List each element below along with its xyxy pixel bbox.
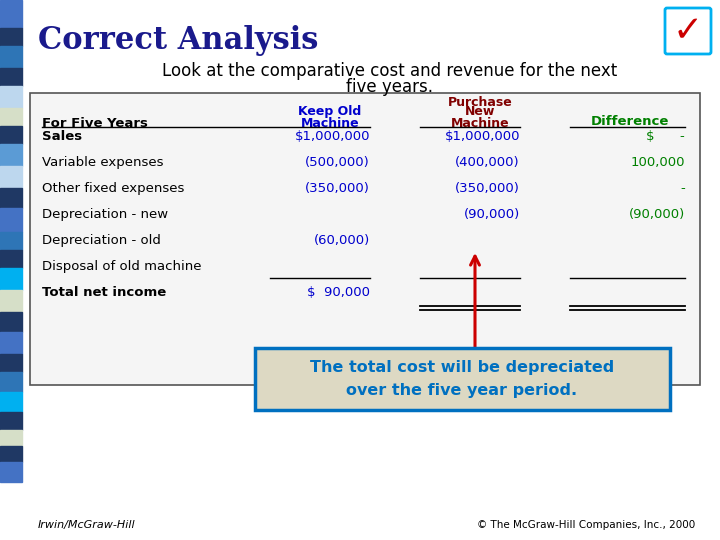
Bar xyxy=(0,250,22,268)
Text: five years.: five years. xyxy=(346,78,433,96)
Text: New: New xyxy=(465,105,495,118)
Bar xyxy=(0,412,22,430)
Bar xyxy=(0,268,22,290)
Text: Look at the comparative cost and revenue for the next: Look at the comparative cost and revenue… xyxy=(163,62,618,80)
Text: Machine: Machine xyxy=(301,117,359,130)
Text: Keep Old: Keep Old xyxy=(298,105,361,118)
Bar xyxy=(0,354,22,372)
Text: Variable expenses: Variable expenses xyxy=(42,156,163,169)
Bar xyxy=(30,93,700,385)
FancyBboxPatch shape xyxy=(255,348,670,410)
Bar xyxy=(0,126,22,144)
Text: $      -: $ - xyxy=(647,130,685,143)
Bar xyxy=(0,68,22,86)
Bar xyxy=(0,430,22,446)
Text: (350,000): (350,000) xyxy=(305,182,370,195)
Bar xyxy=(0,28,22,46)
Bar xyxy=(0,462,22,482)
Text: ✓: ✓ xyxy=(673,14,703,48)
Text: Total net income: Total net income xyxy=(42,286,166,299)
Text: Irwin/McGraw-Hill: Irwin/McGraw-Hill xyxy=(38,520,135,530)
Bar xyxy=(0,372,22,392)
Text: -: - xyxy=(680,182,685,195)
Bar xyxy=(0,312,22,332)
Bar xyxy=(0,332,22,354)
Bar xyxy=(0,86,22,108)
Bar xyxy=(0,446,22,462)
Text: (90,000): (90,000) xyxy=(464,208,520,221)
Bar xyxy=(0,0,22,28)
Text: Difference: Difference xyxy=(591,115,669,128)
Bar xyxy=(0,108,22,126)
Text: (500,000): (500,000) xyxy=(305,156,370,169)
Text: (400,000): (400,000) xyxy=(455,156,520,169)
Text: $1,000,000: $1,000,000 xyxy=(444,130,520,143)
Bar xyxy=(0,208,22,232)
Text: Disposal of old machine: Disposal of old machine xyxy=(42,260,202,273)
FancyBboxPatch shape xyxy=(665,8,711,54)
Text: For Five Years: For Five Years xyxy=(42,117,148,130)
Text: The total cost will be depreciated
over the five year period.: The total cost will be depreciated over … xyxy=(310,360,614,397)
Bar xyxy=(0,392,22,412)
Bar xyxy=(0,46,22,68)
Text: 100,000: 100,000 xyxy=(631,156,685,169)
Text: Machine: Machine xyxy=(451,117,509,130)
Bar xyxy=(0,166,22,188)
Bar xyxy=(0,188,22,208)
Text: (60,000): (60,000) xyxy=(314,234,370,247)
Text: Correct Analysis: Correct Analysis xyxy=(38,25,318,56)
Text: Depreciation - old: Depreciation - old xyxy=(42,234,161,247)
Text: Sales: Sales xyxy=(42,130,82,143)
Bar xyxy=(0,232,22,250)
Text: (350,000): (350,000) xyxy=(455,182,520,195)
Bar xyxy=(0,144,22,166)
Text: Depreciation - new: Depreciation - new xyxy=(42,208,168,221)
Bar xyxy=(0,290,22,312)
Text: (90,000): (90,000) xyxy=(629,208,685,221)
Text: Purchase: Purchase xyxy=(448,96,513,109)
Text: $  90,000: $ 90,000 xyxy=(307,286,370,299)
Text: $1,000,000: $1,000,000 xyxy=(294,130,370,143)
Text: © The McGraw-Hill Companies, Inc., 2000: © The McGraw-Hill Companies, Inc., 2000 xyxy=(477,520,695,530)
Text: Other fixed expenses: Other fixed expenses xyxy=(42,182,184,195)
